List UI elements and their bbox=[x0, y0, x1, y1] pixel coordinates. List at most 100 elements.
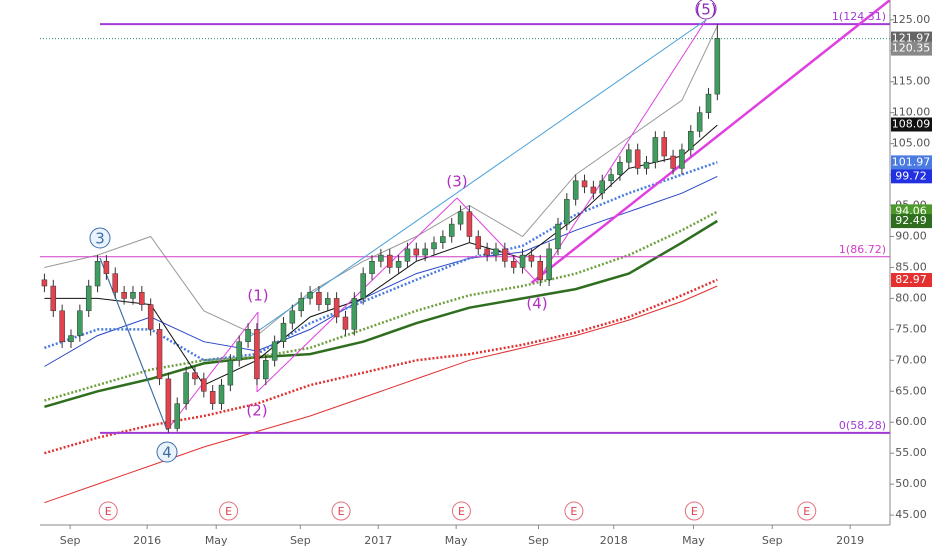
fib-level-label: 1(86.72) bbox=[839, 243, 886, 256]
wave-line bbox=[536, 19, 707, 283]
event-marker bbox=[564, 501, 584, 521]
candle-body bbox=[572, 180, 579, 200]
candle-body bbox=[68, 335, 74, 342]
candle-body bbox=[156, 329, 163, 380]
candle-body bbox=[139, 291, 145, 305]
candle-body bbox=[608, 174, 614, 182]
candle-body bbox=[183, 372, 189, 404]
fib-level-label: 0(58.28) bbox=[839, 419, 886, 432]
candle-body bbox=[59, 310, 65, 342]
candle-body bbox=[147, 304, 154, 330]
candle-body bbox=[254, 329, 260, 380]
x-tick-label: Sep bbox=[762, 534, 783, 547]
candle-body bbox=[263, 360, 269, 380]
candle-body bbox=[502, 248, 508, 262]
x-tick-label: May bbox=[445, 534, 468, 547]
x-tick-label: 2019 bbox=[836, 534, 864, 547]
price-tag-label: 121.97 bbox=[892, 32, 931, 45]
candle-body bbox=[705, 93, 712, 113]
candle-body bbox=[298, 298, 304, 312]
price-tag-label: 99.72 bbox=[895, 169, 927, 182]
y-tick-label: 55.00 bbox=[895, 446, 927, 459]
x-tick-label: Sep bbox=[60, 534, 81, 547]
candle-body bbox=[590, 186, 597, 194]
price-tag bbox=[891, 155, 932, 170]
y-tick-label: 110.00 bbox=[892, 106, 931, 119]
candle-body bbox=[121, 291, 127, 299]
candle-body bbox=[201, 378, 207, 392]
event-label: E bbox=[225, 505, 232, 518]
wave-label: (2) bbox=[246, 402, 267, 420]
candle-body bbox=[395, 261, 402, 268]
fib-level-label: 1(124.31) bbox=[832, 10, 886, 23]
wave-label: 3 bbox=[95, 230, 105, 248]
candle-body bbox=[422, 248, 428, 256]
candle-body bbox=[378, 254, 384, 262]
candle-body bbox=[457, 211, 464, 225]
candle-body bbox=[448, 223, 455, 237]
y-tick-label: 105.00 bbox=[892, 137, 931, 150]
candle-body bbox=[714, 38, 721, 95]
candle-body bbox=[209, 391, 216, 404]
moving-average bbox=[44, 278, 718, 455]
y-tick-label: 125.00 bbox=[892, 13, 931, 26]
candle-body bbox=[227, 360, 234, 386]
event-label: E bbox=[458, 505, 465, 518]
price-tag bbox=[891, 169, 932, 184]
y-tick-label: 50.00 bbox=[895, 477, 927, 490]
candle-body bbox=[77, 310, 83, 336]
candle-body bbox=[661, 137, 667, 157]
price-tag-label: 120.35 bbox=[892, 42, 931, 55]
event-label: E bbox=[570, 505, 577, 518]
candle-body bbox=[440, 236, 446, 243]
wave-line bbox=[99, 257, 168, 431]
moving-average bbox=[43, 161, 718, 362]
candle-body bbox=[342, 316, 349, 330]
x-tick-label: Sep bbox=[528, 534, 549, 547]
candle-body bbox=[431, 242, 437, 250]
candle-body bbox=[652, 137, 659, 163]
candle-body bbox=[41, 279, 48, 287]
wave-label: (4) bbox=[526, 295, 547, 313]
y-tick-label: 65.00 bbox=[895, 384, 927, 397]
y-tick-label: 90.00 bbox=[895, 229, 927, 242]
event-label: E bbox=[691, 505, 698, 518]
event-marker bbox=[797, 501, 817, 521]
candle-body bbox=[546, 248, 552, 281]
candle-body bbox=[351, 298, 358, 330]
moving-average bbox=[44, 285, 718, 504]
candle-body bbox=[289, 310, 296, 324]
x-tick-label: Sep bbox=[290, 534, 311, 547]
candle-body bbox=[404, 248, 411, 262]
candle-body bbox=[245, 329, 251, 342]
y-tick-label: 80.00 bbox=[895, 291, 927, 304]
candle-body bbox=[325, 298, 331, 305]
x-tick-label: May bbox=[682, 534, 705, 547]
candle-body bbox=[679, 149, 685, 169]
candle-body bbox=[271, 341, 278, 361]
plot-area bbox=[40, 0, 890, 504]
price-tag bbox=[891, 41, 932, 56]
candle-body bbox=[130, 291, 136, 299]
event-marker bbox=[331, 501, 351, 521]
candle-body bbox=[519, 254, 526, 268]
candle-body bbox=[528, 254, 535, 262]
candle-body bbox=[475, 236, 482, 250]
annotation-circle bbox=[89, 227, 111, 249]
price-tag-label: 101.97 bbox=[892, 155, 931, 168]
candle-body bbox=[174, 403, 180, 429]
candle-body bbox=[493, 248, 499, 256]
candle-body bbox=[670, 155, 676, 169]
candle-body bbox=[280, 322, 287, 342]
candle-body bbox=[218, 384, 225, 404]
candle-body bbox=[333, 298, 340, 318]
candle-body bbox=[386, 254, 393, 268]
candle-body bbox=[360, 273, 366, 299]
event-label: E bbox=[105, 505, 112, 518]
candle-body bbox=[617, 161, 623, 175]
candle-body bbox=[688, 131, 694, 151]
candle-body bbox=[413, 248, 420, 256]
candle-body bbox=[165, 378, 172, 429]
wave-line bbox=[166, 311, 259, 431]
